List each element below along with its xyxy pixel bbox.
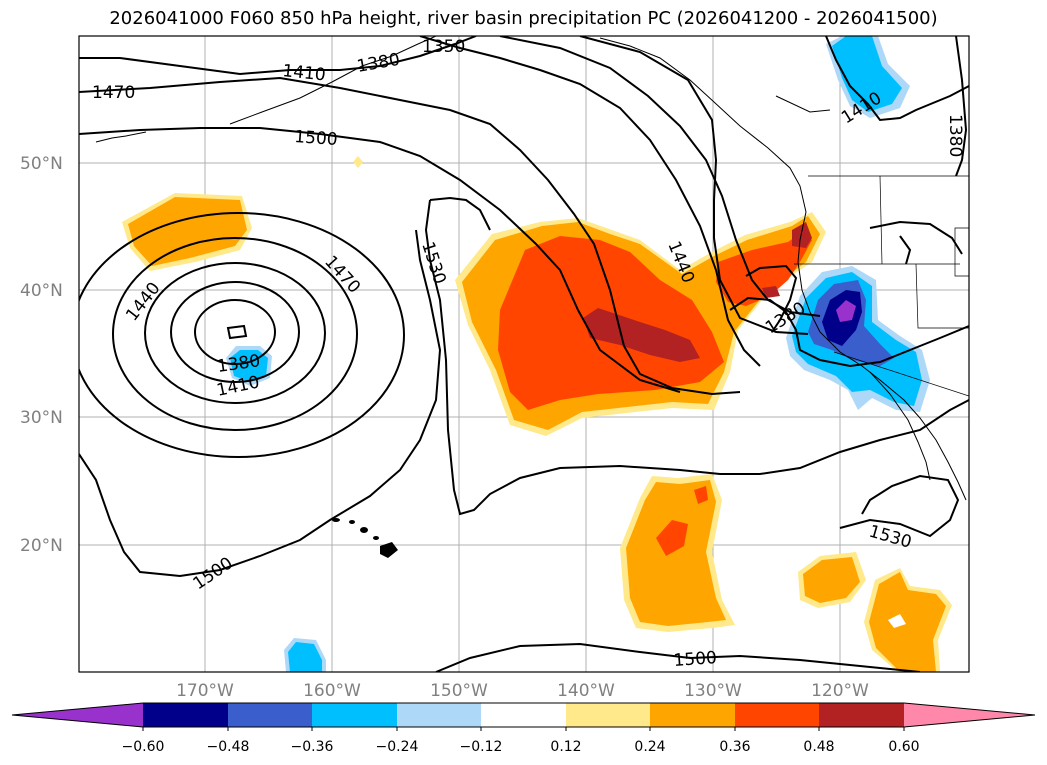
precip-blob-southeast-b-core xyxy=(869,572,946,672)
neg-blob-south-pacific-core xyxy=(288,642,322,672)
colorbar-tick-label-7: 0.24 xyxy=(634,739,665,755)
lon-label-120w: 120°W xyxy=(811,681,869,701)
colorbar-tick-label-5: −0.12 xyxy=(460,739,503,755)
positive-precip-areas xyxy=(122,156,952,672)
lon-label-140w: 140°W xyxy=(557,681,615,701)
lat-label-40n: 40°N xyxy=(20,281,63,301)
lat-label-30n: 30°N xyxy=(20,408,63,428)
map-area: 1350 1380 1410 1470 1500 1440 1470 1530 … xyxy=(79,36,969,672)
colorbar-segment-2 xyxy=(228,703,312,727)
contour-label-1500-north: 1500 xyxy=(294,127,339,150)
colorbar-segment-6 xyxy=(566,703,650,727)
precip-blob-southeast-a-core xyxy=(803,557,860,603)
contour-label-1350-north: 1350 xyxy=(422,37,465,57)
contour-label-1380-northeast: 1380 xyxy=(945,114,965,157)
contour-label-1380-north: 1380 xyxy=(355,50,401,77)
precip-blob-central-darkred xyxy=(583,308,700,362)
lon-label-170w: 170°W xyxy=(176,681,234,701)
precip-blob-subtropical-core xyxy=(626,480,726,626)
colorbar: −0.60 −0.48 −0.36 −0.24 −0.12 0.12 0.24 … xyxy=(11,702,1036,755)
lat-label-50n: 50°N xyxy=(20,154,63,174)
colorbar-tick-label-2: −0.48 xyxy=(207,739,250,755)
contour-label-1410-north: 1410 xyxy=(281,61,326,85)
colorbar-segment-7 xyxy=(650,703,735,727)
colorbar-tick-label-3: −0.36 xyxy=(291,739,334,755)
neg-blob-pacific-northwest-core xyxy=(832,36,902,112)
negative-precip-areas xyxy=(226,36,930,672)
contour-label-1500-south: 1500 xyxy=(673,648,718,671)
colorbar-tick-label-1: −0.60 xyxy=(122,739,165,755)
precip-blob-coast-red xyxy=(716,232,812,306)
precip-blob-coast-darkred xyxy=(792,222,812,248)
colorbar-segment-9 xyxy=(819,703,904,727)
map-title: 2026041000 F060 850 hPa height, river ba… xyxy=(109,8,938,29)
colorbar-segment-1 xyxy=(143,703,228,727)
colorbar-tick-label-9: 0.48 xyxy=(803,739,834,755)
colorbar-extend-high xyxy=(904,703,1035,727)
precip-blob-subtropical-red xyxy=(656,520,688,556)
hawaiian-islands xyxy=(332,518,398,558)
colorbar-tick-label-8: 0.36 xyxy=(719,739,750,755)
colorbar-tick-label-10: 0.60 xyxy=(888,739,919,755)
colorbar-tick-label-6: 0.12 xyxy=(550,739,581,755)
longitude-labels: 170°W 160°W 150°W 140°W 130°W 120°W xyxy=(176,681,869,701)
colorbar-extend-low xyxy=(12,703,143,727)
precip-blob-coast-darkred-2 xyxy=(762,286,780,298)
precip-blob-northwest-core xyxy=(128,197,247,266)
colorbar-ticks xyxy=(142,727,905,731)
contour-label-1470-west: 1470 xyxy=(92,83,135,103)
contour-label-1470-low: 1470 xyxy=(320,252,364,298)
contour-label-1500-southwest: 1500 xyxy=(190,553,237,594)
contour-label-1410-low: 1410 xyxy=(215,372,261,401)
latitude-labels: 50°N 40°N 30°N 20°N xyxy=(20,154,63,556)
lon-label-160w: 160°W xyxy=(303,681,361,701)
lon-label-130w: 130°W xyxy=(684,681,742,701)
colorbar-segment-5 xyxy=(481,703,566,727)
colorbar-tick-label-4: −0.24 xyxy=(376,739,419,755)
height-contours xyxy=(79,36,969,672)
lat-label-20n: 20°N xyxy=(20,536,63,556)
precip-dot xyxy=(353,156,363,168)
map-frame xyxy=(78,35,970,673)
contour-label-1530-central: 1530 xyxy=(417,239,449,286)
precip-hole xyxy=(888,614,906,628)
colorbar-segment-3 xyxy=(312,703,397,727)
colorbar-segment-4 xyxy=(397,703,481,727)
colorbar-segment-8 xyxy=(735,703,819,727)
precip-blob-subtropical-red-2 xyxy=(694,486,708,504)
neg-blob-southern-california-purple xyxy=(836,300,856,322)
lon-label-150w: 150°W xyxy=(430,681,488,701)
